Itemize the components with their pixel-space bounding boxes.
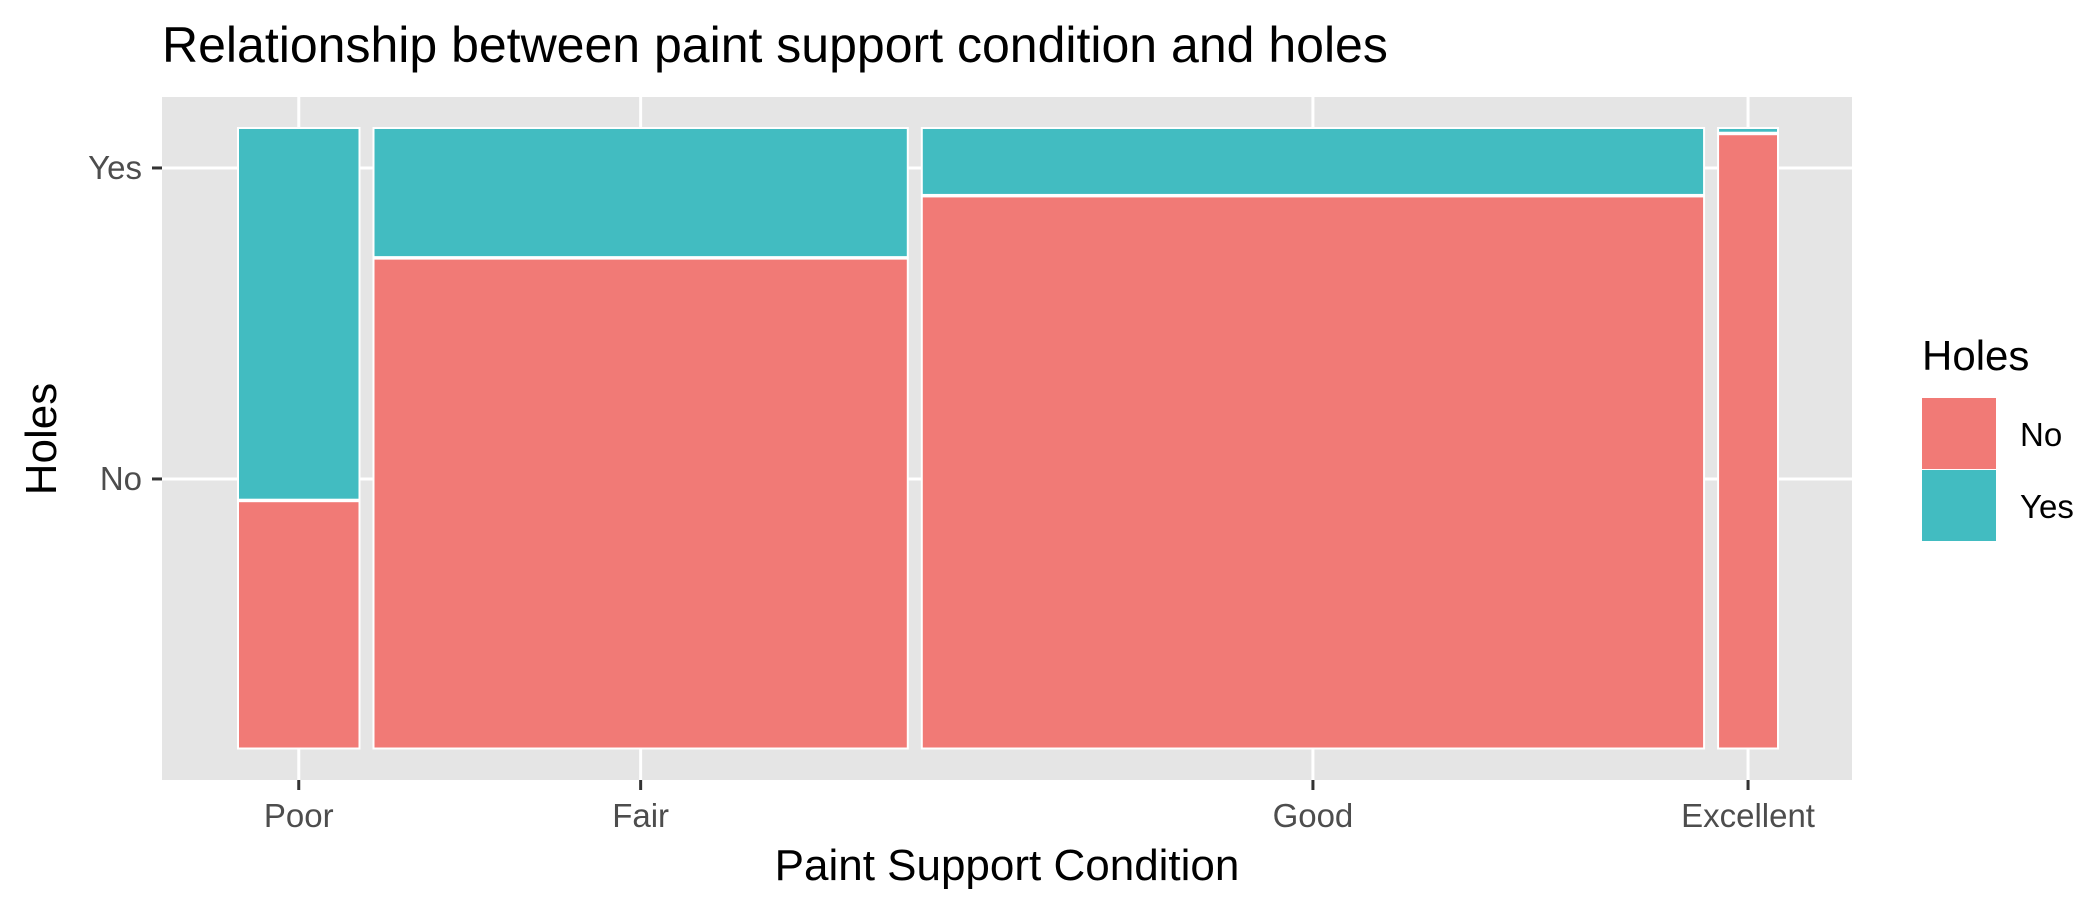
tile-excellent-no [1717,133,1779,750]
tile-excellent-yes [1717,127,1779,134]
tile-good-yes [920,127,1706,196]
legend-label-yes: Yes [2020,488,2074,525]
legend-label-no: No [2020,416,2062,453]
x-tick-label-fair: Fair [612,797,669,834]
y-axis-title: Holes [17,383,66,496]
tile-good-no [920,195,1706,750]
tile-fair-no [372,257,909,750]
legend: Holes No Yes [1922,332,2074,541]
chart-title: Relationship between paint support condi… [162,17,1388,73]
y-tick-label-no: No [100,460,142,497]
tile-poor-yes [237,127,361,501]
legend-title: Holes [1922,332,2029,379]
x-axis-title: Paint Support Condition [775,841,1240,890]
axes: Poor Fair Good Excellent No Yes [88,149,1815,834]
x-tick-label-excellent: Excellent [1681,797,1815,834]
tile-poor-no [237,500,361,750]
legend-key-yes [1922,470,1996,541]
mosaic-tiles [237,127,1779,750]
x-tick-label-poor: Poor [264,797,334,834]
tile-fair-yes [372,127,909,259]
x-tick-label-good: Good [1273,797,1354,834]
legend-key-no [1922,398,1996,469]
y-tick-label-yes: Yes [88,149,142,186]
